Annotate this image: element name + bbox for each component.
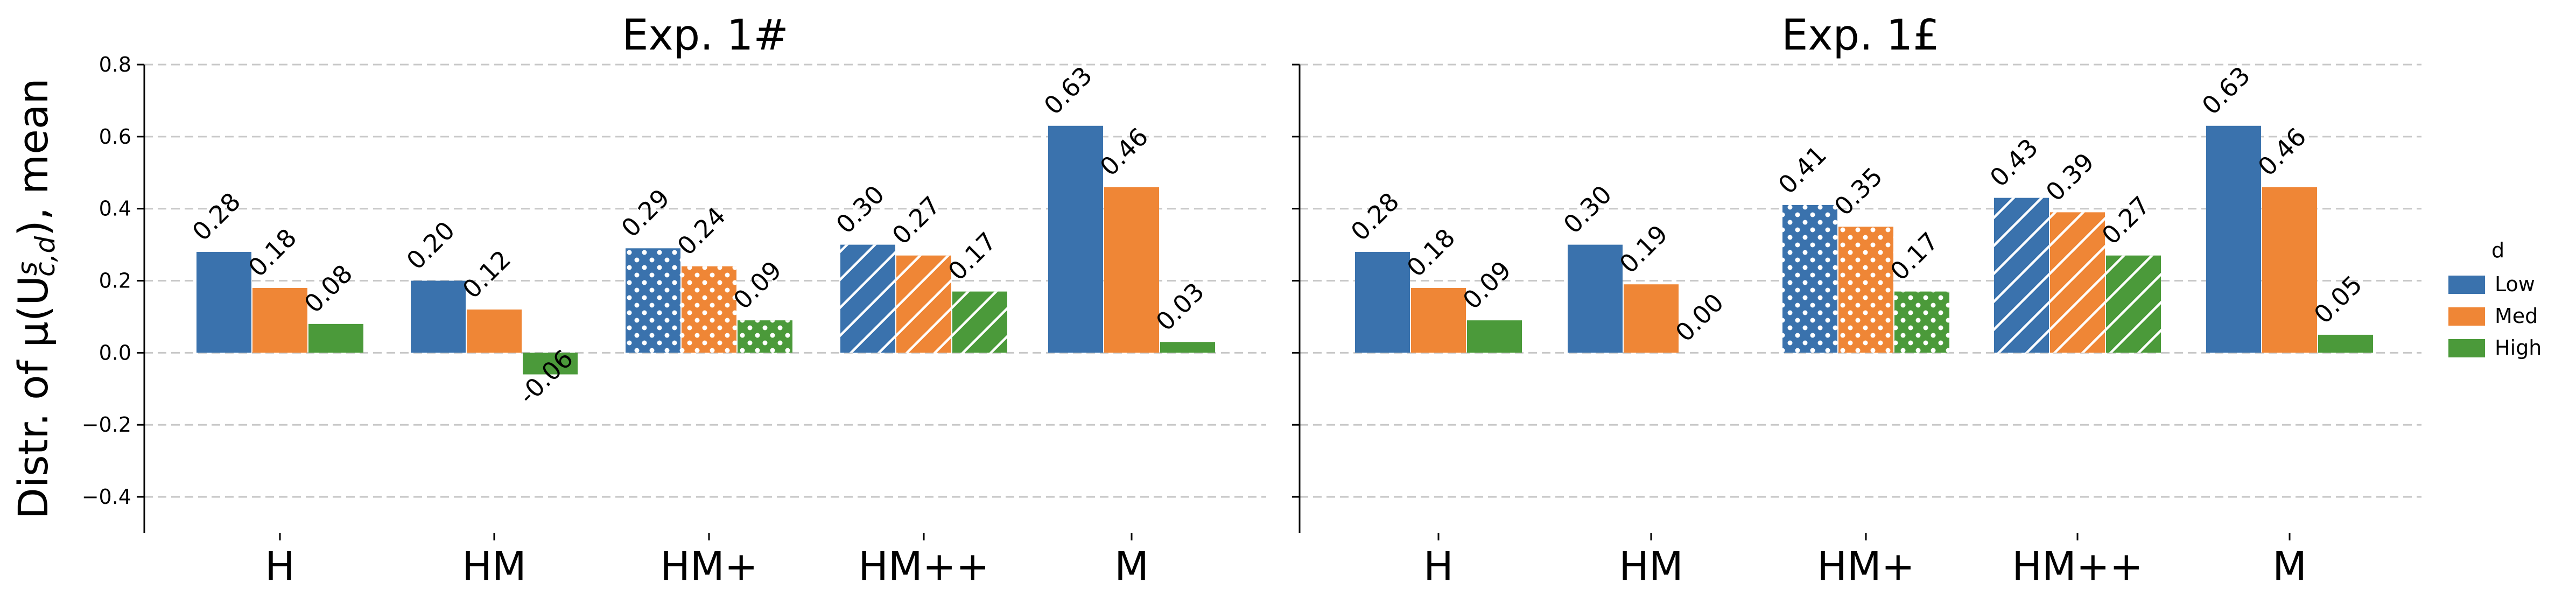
y-tick-label-5: 0.6: [99, 125, 131, 149]
x-tick-label-p1-2: HM+: [1817, 544, 1915, 590]
value-label-p0-low-2: 0.29: [616, 183, 676, 243]
value-label-p0-low-1: 0.20: [401, 216, 461, 276]
bar-hatch-p0-med-3: [896, 255, 951, 353]
bar-p1-low-0: [1355, 252, 1410, 353]
y-axis-label-part-2: c,d: [30, 236, 61, 277]
bar-p0-med-1: [467, 309, 522, 353]
bar-hatch-p1-med-3: [2050, 212, 2105, 353]
bar-hatch-p1-low-2: [1782, 205, 1837, 353]
legend-label-high: High: [2495, 336, 2542, 360]
y-tick-label-2: 0.0: [99, 341, 131, 364]
value-label-p1-high-4: 0.05: [2308, 270, 2368, 329]
x-tick-label-p0-1: HM: [462, 544, 527, 590]
bar-p1-med-4: [2262, 187, 2317, 353]
value-label-p0-high-0: 0.08: [299, 259, 359, 319]
legend-swatch-low: [2448, 276, 2485, 294]
panel-title-0: Exp. 1#: [622, 11, 789, 60]
bar-p0-high-4: [1160, 342, 1215, 353]
bar-p1-high-4: [2318, 334, 2373, 353]
legend-title: d: [2491, 238, 2504, 262]
y-axis-label-part-1: s: [12, 262, 43, 276]
bar-p1-med-1: [1624, 284, 1679, 353]
x-tick-label-p1-4: M: [2272, 544, 2307, 590]
bar-p0-med-4: [1104, 187, 1159, 353]
x-tick-label-p1-0: H: [1423, 544, 1454, 590]
y-tick-label-0: −0.4: [82, 485, 131, 509]
value-label-p1-med-1: 0.19: [1614, 219, 1674, 279]
x-tick-label-p1-3: HM++: [2012, 544, 2143, 590]
y-tick-label-1: −0.2: [82, 413, 131, 437]
value-label-p1-low-0: 0.28: [1345, 187, 1405, 247]
bar-hatch-p0-low-2: [626, 248, 680, 353]
x-tick-label-p0-0: H: [265, 544, 295, 590]
value-label-p1-high-2: 0.17: [1885, 227, 1945, 286]
y-tick-label-4: 0.4: [99, 197, 131, 221]
value-label-p0-low-3: 0.30: [831, 180, 890, 240]
value-label-p1-med-2: 0.35: [1829, 161, 1889, 221]
value-label-p1-med-3: 0.39: [2040, 147, 2100, 207]
value-label-p1-low-1: 0.30: [1558, 180, 1618, 240]
bar-p1-low-4: [2206, 125, 2261, 353]
value-label-p1-low-4: 0.63: [2196, 61, 2256, 121]
value-label-p0-med-2: 0.24: [672, 201, 732, 261]
bar-hatch-p1-high-3: [2106, 255, 2161, 353]
value-label-p1-high-1: 0.00: [1670, 288, 1730, 348]
bar-p0-med-0: [252, 287, 307, 353]
y-tick-label-3: 0.2: [99, 269, 131, 293]
bar-hatch-p0-med-2: [682, 266, 736, 353]
bar-hatch-p0-low-3: [840, 244, 895, 353]
bar-p0-low-1: [411, 280, 466, 353]
legend-swatch-high: [2448, 339, 2485, 357]
bar-p0-low-0: [196, 252, 251, 353]
bar-hatch-p1-high-2: [1894, 291, 1949, 353]
x-tick-label-p0-4: M: [1114, 544, 1149, 590]
bar-hatch-p1-low-3: [1994, 198, 2049, 353]
value-label-p1-high-0: 0.09: [1457, 255, 1517, 315]
value-label-p0-med-1: 0.12: [457, 244, 517, 304]
bar-hatch-p0-high-2: [738, 320, 792, 353]
value-label-p1-med-4: 0.46: [2252, 122, 2312, 182]
panel-title-1: Exp. 1£: [1781, 11, 1940, 60]
value-label-p0-high-2: 0.09: [728, 255, 788, 315]
value-label-p0-low-0: 0.28: [187, 187, 247, 247]
value-label-p0-low-4: 0.63: [1038, 61, 1098, 121]
bar-p1-high-0: [1467, 320, 1522, 353]
value-label-p0-high-3: 0.17: [943, 227, 1002, 286]
y-tick-label-6: 0.8: [99, 53, 131, 76]
bar-p0-high-0: [308, 323, 363, 353]
y-axis-label-part-3: ), mean: [9, 78, 57, 236]
value-label-p1-low-2: 0.41: [1773, 140, 1833, 200]
legend-label-low: Low: [2495, 272, 2535, 296]
bar-p0-low-4: [1048, 125, 1103, 353]
x-tick-label-p0-3: HM++: [858, 544, 989, 590]
bar-hatch-p0-high-3: [952, 291, 1007, 353]
legend-label-med: Med: [2495, 304, 2538, 328]
value-label-p1-med-0: 0.18: [1401, 223, 1461, 283]
x-tick-label-p1-1: HM: [1619, 544, 1683, 590]
bar-p1-med-0: [1411, 287, 1466, 353]
y-axis-label-part-0: Distr. of μ(U: [9, 276, 57, 519]
value-label-p0-high-4: 0.03: [1150, 277, 1210, 336]
y-axis-label: Distr. of μ(Usc,d), mean: [9, 78, 61, 519]
value-label-p1-high-3: 0.27: [2096, 191, 2156, 250]
value-label-p0-med-3: 0.27: [887, 191, 946, 250]
bar-p0-high-1: [523, 353, 578, 375]
legend-swatch-med: [2448, 307, 2485, 326]
bar-hatch-p1-med-2: [1838, 227, 1893, 353]
bar-p1-low-1: [1568, 244, 1623, 353]
value-label-p0-med-0: 0.18: [243, 223, 303, 283]
x-tick-label-p0-2: HM+: [660, 544, 758, 590]
value-label-p1-low-3: 0.43: [1984, 133, 2044, 193]
value-label-p0-med-4: 0.46: [1094, 122, 1154, 182]
